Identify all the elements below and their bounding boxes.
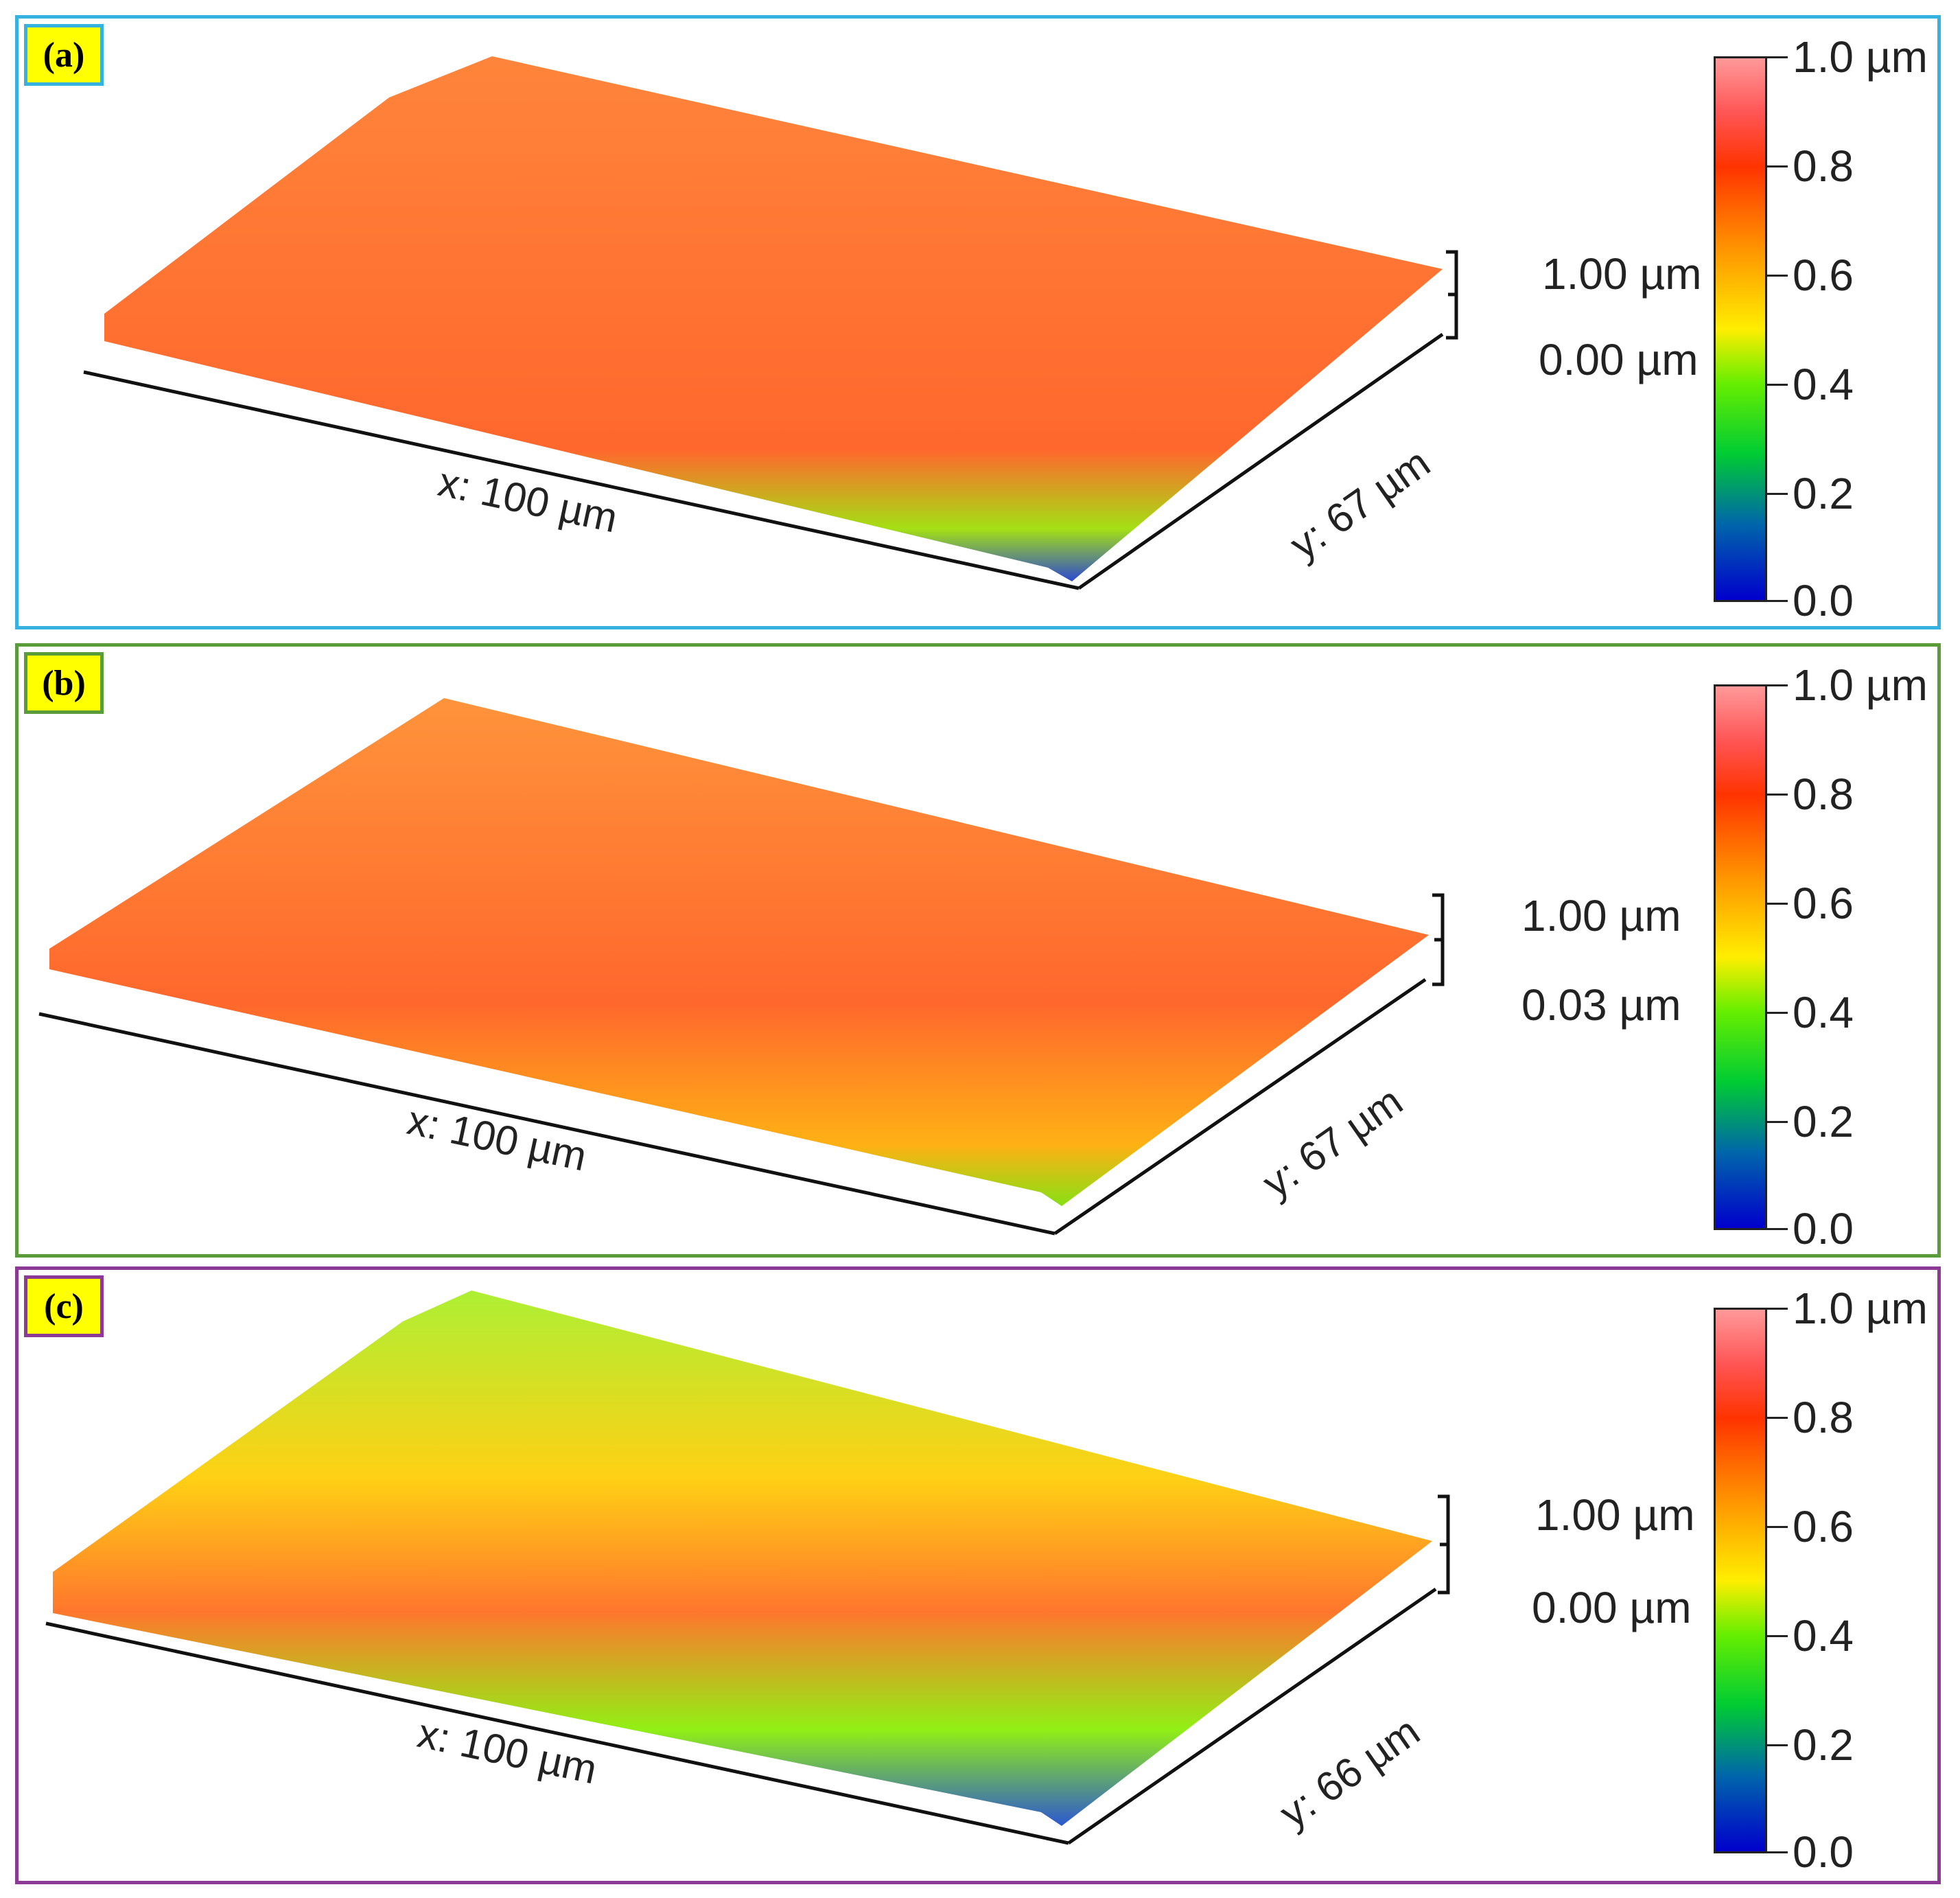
colorbar-tick [1767,493,1788,495]
y-axis-b [1053,977,1427,1236]
scale-top-label: 1.00 µm [1521,891,1681,940]
x-axis-b [38,1012,1055,1236]
colorbar-label: 0.6 [1793,879,1854,928]
colorbar-tick [1767,1308,1788,1310]
y-axis-c [1067,1587,1437,1845]
panel-b: (b) x: 100 µm y: 67 µm 1.00 µm 0.03 µm 1… [15,643,1941,1258]
colorbar-tick [1767,1228,1788,1230]
x-axis-a [83,370,1080,590]
colorbar-tick [1767,56,1788,58]
colorbar-tick [1767,275,1788,277]
z-scale-bracket-a [1446,250,1458,340]
panel-c: (c) x: 100 µm y: 66 µm 1.00 µm 0.00 µm 1… [15,1266,1941,1884]
colorbar [1714,684,1767,1230]
colorbar-label: 0.6 [1793,251,1854,300]
colorbar-tick [1767,384,1788,386]
colorbar-label: 0.2 [1793,1720,1854,1770]
colorbar-label: 0.0 [1793,1827,1854,1877]
colorbar-label: 0.8 [1793,1393,1854,1442]
colorbar-tick [1767,165,1788,167]
colorbar-label: 0.0 [1793,1204,1854,1253]
colorbar-tick [1767,1851,1788,1853]
colorbar-label: 0.2 [1793,469,1854,518]
colorbar-tick [1767,903,1788,905]
colorbar-tick [1767,1417,1788,1419]
panel-tag: (b) [24,652,104,714]
colorbar-label: 0.8 [1793,769,1854,819]
colorbar-tick [1767,1635,1788,1637]
colorbar-tick [1767,684,1788,686]
x-axis-c [45,1621,1069,1845]
colorbar-label: 1.0 µm [1793,1284,1928,1333]
z-scale-bracket-c [1438,1494,1450,1595]
surface-b [49,698,1429,1206]
colorbar-label: 0.6 [1793,1502,1854,1551]
colorbar-label: 0.0 [1793,576,1854,625]
colorbar-label: 0.2 [1793,1097,1854,1146]
colorbar-label: 0.4 [1793,1611,1854,1660]
surface-c [53,1291,1432,1826]
panel-tag: (a) [24,24,104,86]
y-axis-a [1077,332,1444,590]
panel-a: (a) x: 100 µm y: 67 µm 1.00 µm 0.00 µm 1… [15,15,1941,629]
colorbar-label: 1.0 µm [1793,32,1928,82]
panel-tag: (c) [24,1275,104,1337]
scale-bottom-label: 0.03 µm [1521,980,1681,1030]
colorbar [1714,56,1767,602]
colorbar [1714,1308,1767,1853]
scale-top-label: 1.00 µm [1535,1490,1695,1540]
colorbar-tick [1767,600,1788,602]
colorbar-label: 0.4 [1793,360,1854,409]
surface-plot-a [83,56,1458,590]
colorbar-tick [1767,1744,1788,1746]
scale-bottom-label: 0.00 µm [1532,1583,1692,1632]
z-scale-bracket-b [1432,893,1445,986]
colorbar-tick [1767,1012,1788,1014]
colorbar-tick [1767,1121,1788,1123]
colorbar-label: 1.0 µm [1793,660,1928,710]
surface-plot-b [38,698,1445,1236]
surface-plot-c [45,1291,1450,1845]
surface-a [104,56,1443,581]
scale-top-label: 1.00 µm [1542,249,1702,299]
colorbar-tick [1767,794,1788,796]
colorbar-label: 0.8 [1793,141,1854,191]
scale-bottom-label: 0.00 µm [1539,335,1699,384]
colorbar-tick [1767,1526,1788,1528]
colorbar-label: 0.4 [1793,988,1854,1037]
